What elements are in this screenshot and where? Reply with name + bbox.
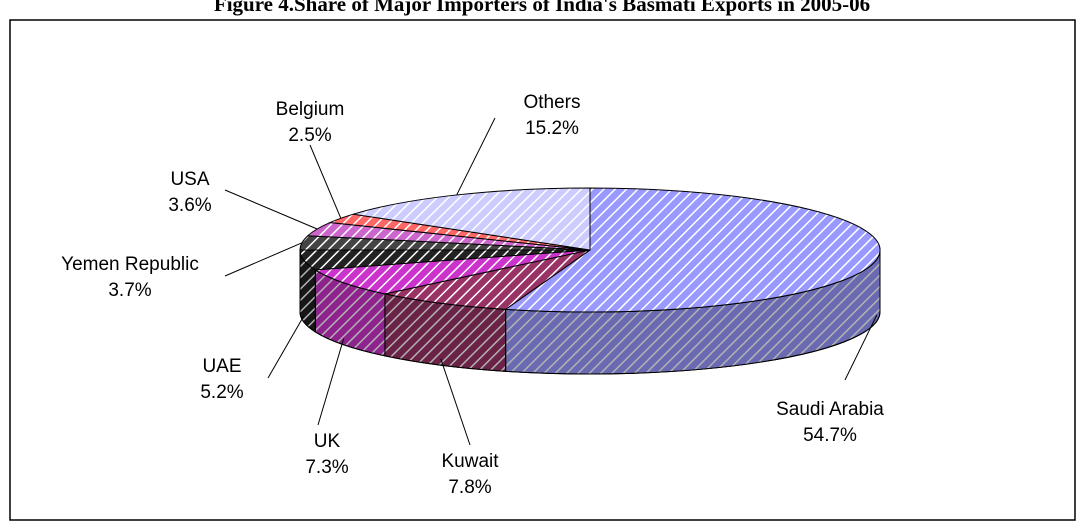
leader-line	[267, 315, 305, 379]
slice-value-label: 15.2%	[525, 118, 579, 139]
slice-label: Yemen Republic	[61, 254, 199, 275]
slice-value-label: 2.5%	[288, 125, 331, 146]
slice-label: Saudi Arabia	[776, 399, 884, 420]
slice-label: Kuwait	[441, 451, 499, 472]
pie-slice	[384, 249, 591, 310]
slice-value-label: 7.3%	[305, 457, 348, 478]
leader-line	[844, 314, 878, 381]
slice-value-label: 5.2%	[200, 382, 243, 403]
chart-title: Figure 4.Share of Major Importers of Ind…	[214, 0, 870, 16]
leader-line	[456, 117, 496, 196]
slice-value-label: 3.7%	[108, 280, 151, 301]
slice-label: Belgium	[276, 99, 345, 120]
slice-label: UAE	[202, 356, 241, 377]
slice-value-label: 54.7%	[803, 425, 857, 446]
slice-label: Others	[523, 92, 580, 113]
leader-line	[317, 338, 345, 426]
leader-line	[224, 242, 303, 277]
slice-label: USA	[170, 169, 209, 190]
leader-line	[224, 189, 318, 230]
slice-label: UK	[314, 431, 341, 452]
leader-line	[309, 144, 342, 219]
slice-value-label: 7.8%	[448, 477, 491, 498]
slice-value-label: 3.6%	[168, 195, 211, 216]
pie-slice	[504, 187, 881, 313]
pie-slice	[313, 249, 591, 295]
leader-line	[440, 358, 471, 446]
